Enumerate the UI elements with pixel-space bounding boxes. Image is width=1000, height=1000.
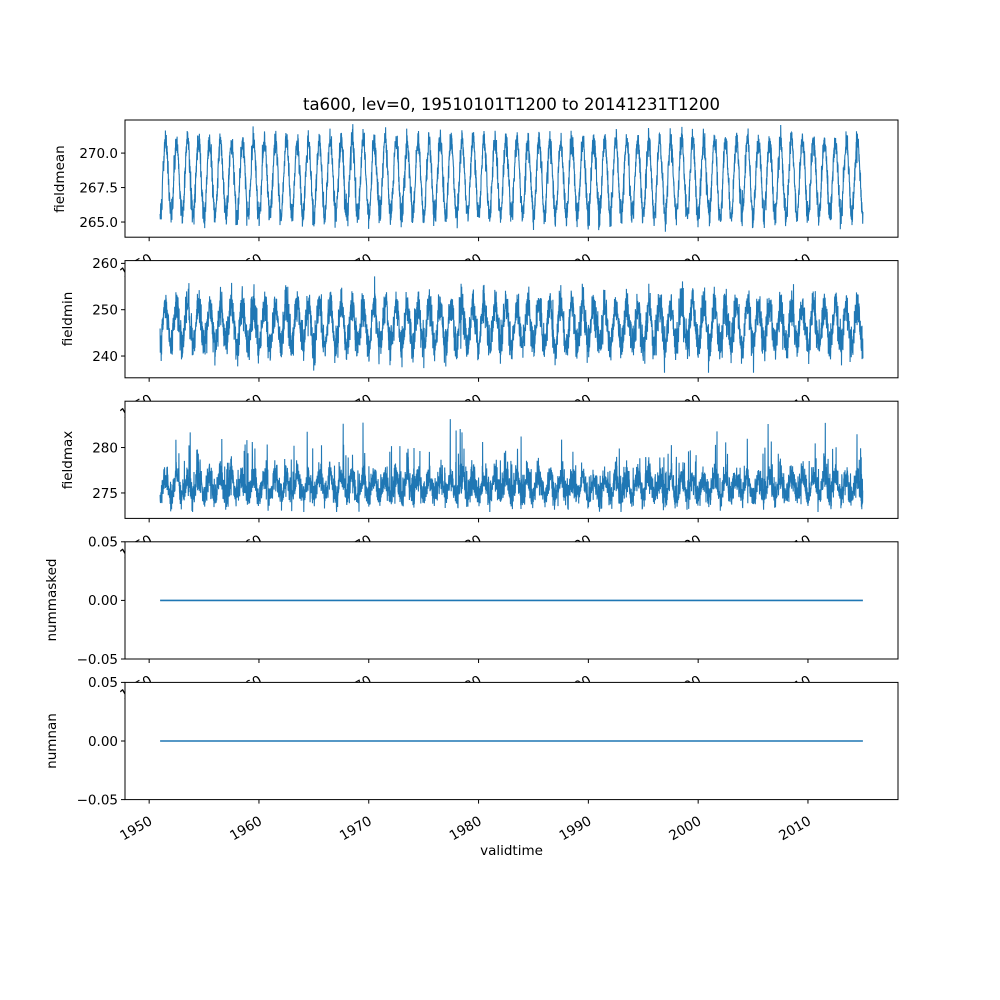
y-tick-label: 250 (92, 303, 118, 319)
y-tick-label: 260 (92, 256, 118, 272)
y-tick-label: −0.05 (77, 652, 118, 668)
axes-frame (124, 260, 899, 379)
axes-background (125, 120, 898, 238)
x-tick-label: 1980 (447, 813, 485, 844)
subplot-nummasked: 1950196019701980199020002010−0.050.000.0… (77, 535, 899, 704)
x-tick-label: 1990 (557, 813, 595, 844)
y-tick-label: 275 (92, 486, 118, 502)
subplot-fieldmean: 1950196019701980199020002010265.0267.527… (79, 119, 899, 282)
y-tick-label: 270.0 (79, 146, 118, 162)
y-tick-label: 267.5 (79, 180, 118, 196)
y-tick-label: 265.0 (79, 215, 118, 231)
x-tick-label: 2010 (776, 813, 814, 844)
y-tick-label: 0.05 (88, 535, 118, 551)
subplot-numnan: 1950 1960 1970 1980 1990 2000 2010 −0.05 0.00 0.0… (77, 675, 899, 844)
x-tick-label: 1970 (337, 813, 375, 844)
x-tick-label: 1950 (117, 813, 155, 844)
subplot-fieldmax: 1950196019701980199020002010275280 (92, 400, 899, 563)
figure-title: ta600, lev=0, 19510101T1200 to 20141231T… (302, 95, 721, 114)
y-tick-label: 240 (92, 349, 118, 365)
x-axis-label: validtime (480, 843, 543, 859)
y-tick-label: 0.00 (88, 734, 118, 750)
subplot-fieldmin: 1950196019701980199020002010240250260 (92, 256, 899, 422)
series-line-fieldmax (159, 419, 864, 513)
series-line-fieldmin (159, 276, 864, 373)
y-tick-label: 280 (92, 440, 118, 456)
x-tick-label: 2000 (666, 813, 704, 844)
y-tick-label: 0.05 (88, 675, 118, 691)
axes-frame (124, 400, 899, 519)
y-tick-label: 0.00 (88, 593, 118, 609)
axes-frame (124, 119, 899, 238)
series-line-fieldmean (159, 124, 864, 232)
x-tick-label: 1960 (227, 813, 265, 844)
y-tick-label: −0.05 (77, 792, 118, 808)
